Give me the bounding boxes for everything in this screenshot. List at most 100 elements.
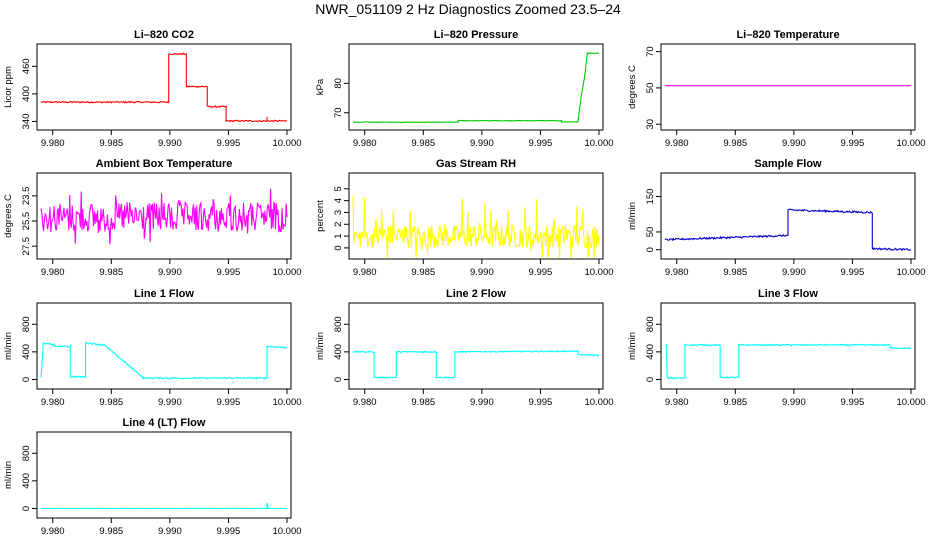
panel-4: Gas Stream RH 9.980 9.985 9.990 9.995 10.000 0…: [315, 158, 614, 278]
y-axis-label: kPa: [315, 78, 326, 95]
y-axis-label: degrees C: [627, 65, 638, 109]
x-tick-label: 10.000: [896, 138, 925, 149]
x-tick-label: 9.990: [470, 397, 494, 408]
y-tick-label: 80: [333, 78, 344, 89]
panel-title: Line 1 Flow: [134, 288, 194, 300]
panel-1: Li–820 Pressure 9.980 9.985 9.990 9.995 10.00…: [315, 29, 614, 149]
x-tick-label: 10.000: [272, 267, 301, 278]
series-line: [664, 343, 912, 380]
x-tick-label: 10.000: [272, 526, 301, 537]
y-tick-label: 50: [645, 83, 656, 94]
plot-frame: [348, 302, 604, 390]
x-tick-label: 9.990: [470, 267, 494, 278]
y-tick-label: 4: [333, 198, 344, 203]
y-tick-label: 70: [645, 46, 656, 57]
x-tick-label: 9.985: [723, 267, 747, 278]
panel-3: Ambient Box Temperature 9.980 9.985 9.990 9.…: [3, 158, 302, 278]
x-tick-label: 9.985: [723, 138, 747, 149]
y-tick-label: 400: [21, 344, 32, 360]
series-line: [40, 188, 288, 245]
x-tick-label: 9.995: [841, 138, 865, 149]
y-tick-label: 400: [645, 344, 656, 360]
x-tick-label: 9.980: [41, 526, 65, 537]
x-tick-label: 9.995: [217, 267, 241, 278]
x-tick-label: 9.985: [99, 138, 123, 149]
plot-frame: [36, 172, 292, 260]
x-tick-label: 9.990: [782, 138, 806, 149]
x-tick-label: 9.985: [411, 397, 435, 408]
x-tick-label: 9.980: [353, 267, 377, 278]
x-tick-label: 10.000: [896, 397, 925, 408]
series-line: [352, 195, 600, 259]
y-tick-label: 0: [21, 377, 32, 382]
x-tick-label: 9.995: [841, 267, 865, 278]
x-tick-label: 9.985: [99, 267, 123, 278]
x-tick-label: 9.990: [158, 138, 182, 149]
x-tick-label: 9.990: [158, 267, 182, 278]
y-tick-label: 460: [21, 58, 32, 74]
panel-5: Sample Flow 9.980 9.985 9.990 9.995 10.000 0 50…: [627, 158, 926, 278]
y-axis-label: ml/min: [627, 202, 638, 230]
y-tick-label: 70: [333, 107, 344, 118]
x-tick-label: 9.995: [217, 526, 241, 537]
x-tick-label: 10.000: [272, 138, 301, 149]
plot-frame: [660, 172, 916, 260]
y-tick-label: 0: [645, 247, 656, 252]
y-axis-label: ml/min: [315, 332, 326, 360]
y-axis-label: ml/min: [627, 332, 638, 360]
plot-frame: [348, 43, 604, 131]
series-line: [352, 51, 600, 124]
series-line: [352, 349, 600, 379]
y-tick-label: 400: [21, 473, 32, 489]
plot-frame: [36, 302, 292, 390]
plot-frame: [348, 172, 604, 260]
y-axis-label: ml/min: [3, 332, 14, 360]
x-tick-label: 9.990: [782, 397, 806, 408]
y-tick-label: 23.5: [21, 187, 32, 206]
plot-frame: [36, 43, 292, 131]
panel-title: Li–820 Temperature: [736, 29, 839, 41]
panel-title: Li–820 Pressure: [434, 29, 518, 41]
x-tick-label: 10.000: [272, 397, 301, 408]
x-tick-label: 9.985: [411, 138, 435, 149]
panel-8: Line 3 Flow 9.980 9.985 9.990 9.995 10.000 0 40…: [627, 288, 926, 408]
x-tick-label: 9.995: [217, 138, 241, 149]
y-tick-label: 27.5: [21, 237, 32, 256]
x-tick-label: 9.990: [158, 397, 182, 408]
y-tick-label: 800: [21, 316, 32, 332]
y-tick-label: 400: [21, 86, 32, 102]
plot-frame: [660, 43, 916, 131]
x-tick-label: 9.995: [529, 397, 553, 408]
panel-title: Ambient Box Temperature: [96, 158, 233, 170]
y-tick-label: 2: [333, 222, 344, 227]
x-tick-label: 9.980: [353, 397, 377, 408]
y-axis-label: percent: [315, 200, 326, 232]
panel-title: Line 3 Flow: [758, 288, 818, 300]
series-line: [40, 341, 288, 381]
x-tick-label: 10.000: [584, 267, 613, 278]
x-tick-label: 9.990: [470, 138, 494, 149]
y-tick-label: 0: [333, 377, 344, 382]
y-axis-label: Licor ppm: [3, 66, 14, 108]
y-tick-label: 5: [333, 186, 344, 191]
y-tick-label: 800: [21, 445, 32, 461]
x-tick-label: 9.985: [411, 267, 435, 278]
panel-6: Line 1 Flow 9.980 9.985 9.990 9.995 10.000 0 40…: [3, 288, 302, 408]
y-tick-label: 800: [333, 316, 344, 332]
x-tick-label: 9.990: [782, 267, 806, 278]
x-tick-label: 9.985: [99, 526, 123, 537]
y-axis-label: ml/min: [3, 461, 14, 489]
y-tick-label: 400: [333, 344, 344, 360]
x-tick-label: 9.995: [217, 397, 241, 408]
panel-0: Li–820 CO2 9.980 9.985 9.990 9.995 10.000 340 4…: [3, 29, 302, 149]
panel-title: Line 2 Flow: [446, 288, 506, 300]
series-line: [41, 502, 287, 510]
y-tick-label: 1: [333, 233, 344, 238]
x-tick-label: 9.980: [41, 267, 65, 278]
y-tick-label: 800: [645, 316, 656, 332]
y-tick-label: 3: [333, 210, 344, 215]
x-tick-label: 9.990: [158, 526, 182, 537]
panel-2: Li–820 Temperature 9.980 9.985 9.990 9.995 10…: [627, 29, 926, 149]
panel-title: Sample Flow: [754, 158, 822, 170]
x-tick-label: 9.985: [723, 397, 747, 408]
